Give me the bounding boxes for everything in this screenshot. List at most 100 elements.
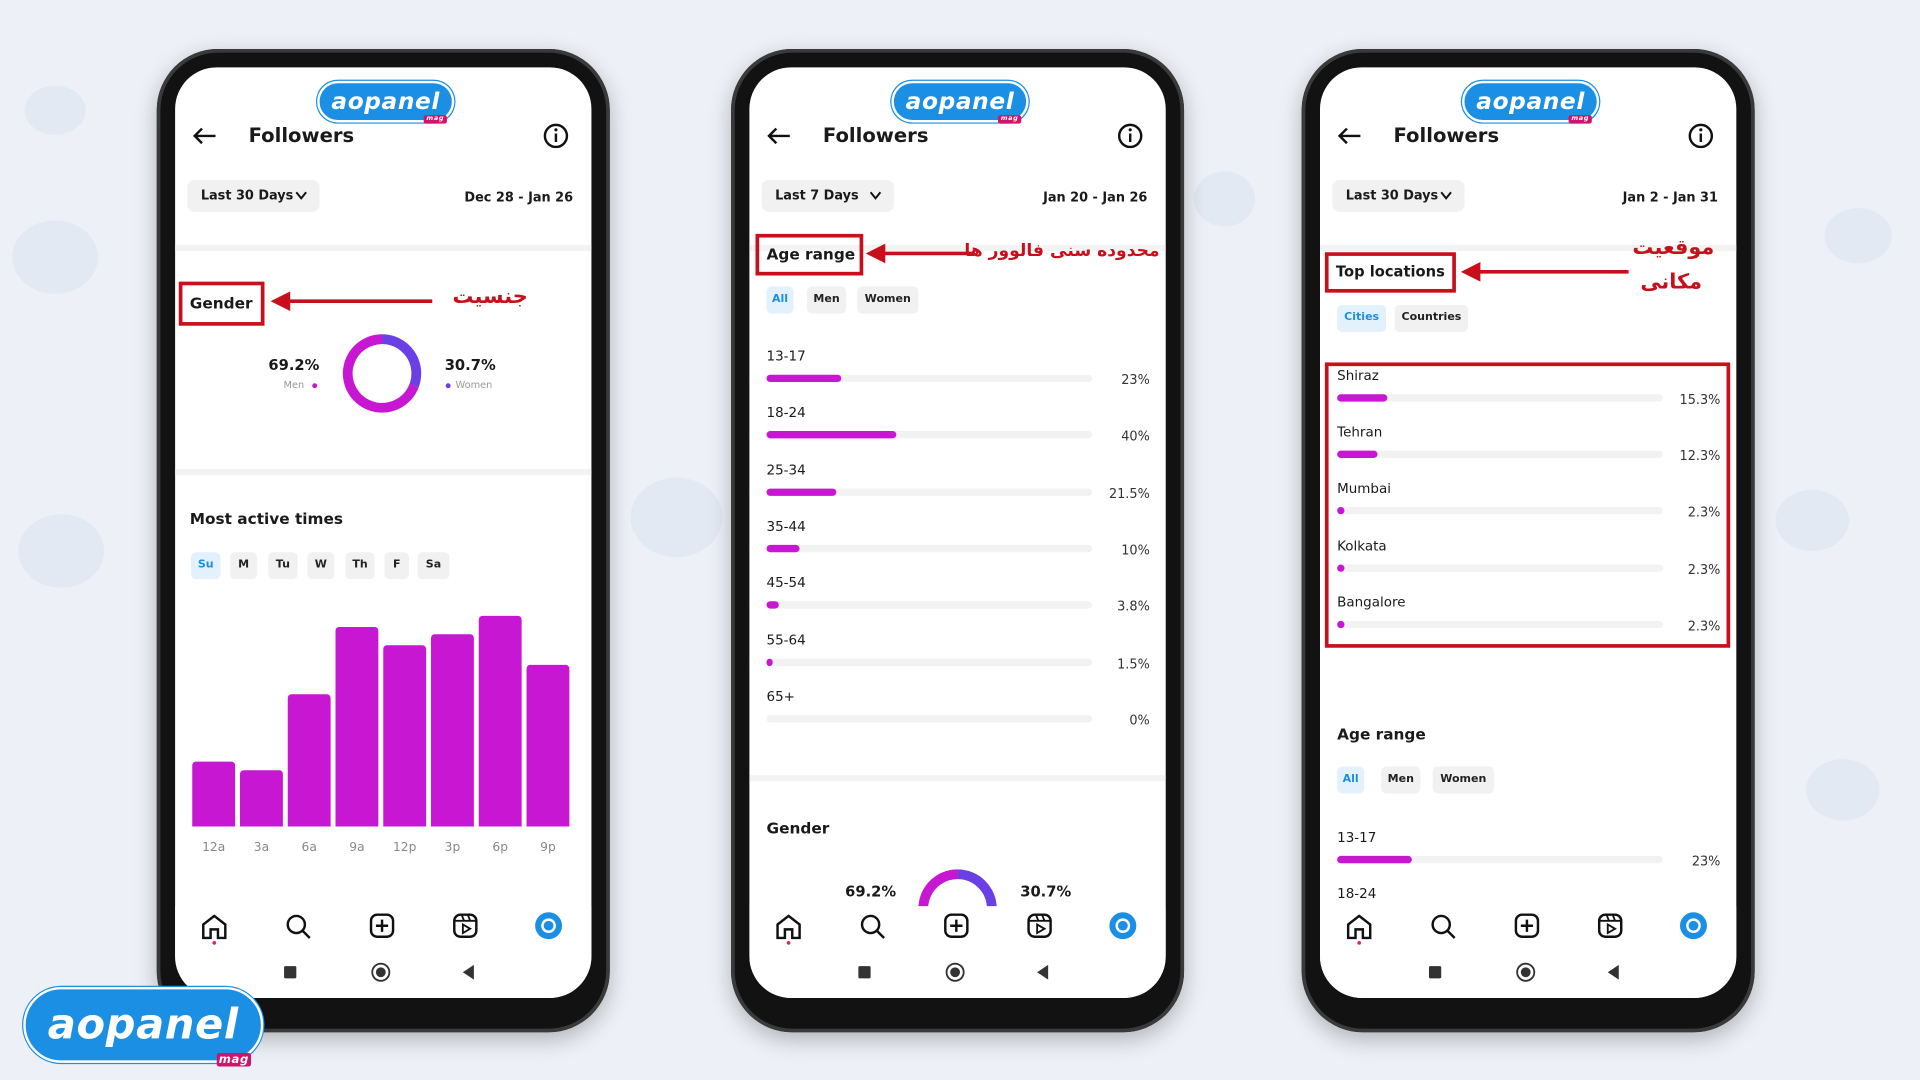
nav-home[interactable] [202,914,227,945]
info-button[interactable] [542,122,569,149]
bar [1337,507,1345,515]
annotation-arrow-head [270,291,291,312]
annotation-box [1324,362,1731,648]
brand-logo: aopanel mag [23,986,264,1067]
chevron [869,191,882,200]
row-label: 65+ [766,688,795,705]
nav-home[interactable] [776,914,801,945]
info-button[interactable] [1687,122,1714,149]
nav-profile[interactable] [535,912,563,940]
profile-core [1117,920,1128,931]
system-recents[interactable] [858,966,871,979]
back-button[interactable] [765,126,792,146]
nav-profile[interactable] [1680,912,1707,940]
period-label: Last 30 Days [200,188,294,203]
annotation-text: مکانی [1640,270,1703,295]
period-label: Last 30 Days [1345,188,1439,203]
system-back[interactable] [462,964,474,980]
period-selector[interactable]: Last 30 Days [187,180,320,212]
men-value: 69.2% [845,882,897,900]
brand-name: aopanel [331,88,441,116]
row-value: 15.3% [1679,392,1721,408]
day-tab[interactable]: M [230,552,258,580]
men-dot [312,383,318,389]
women-value: 30.7% [1020,882,1072,900]
filter-tab-label: All [1342,773,1359,786]
info-circle [1117,123,1143,149]
annotation-arrow-head [1460,262,1481,282]
system-back[interactable] [1607,964,1619,980]
reels-icon [1027,913,1052,938]
period-chevron [1440,191,1452,200]
filter-tab[interactable]: Women [857,286,919,314]
back-button[interactable] [1336,126,1363,146]
brand-name: aopanel [47,1000,239,1050]
phone: aopanel mag Followers Last 30 Days Dec 28 - … [156,48,610,1033]
period-selector[interactable]: Last 7 Days [761,180,894,212]
day-tab[interactable]: Tu [268,552,298,580]
nav-create[interactable] [369,913,395,938]
home-icon [776,914,801,940]
day-tab[interactable]: Su [191,552,221,580]
nav-create[interactable] [1514,913,1540,938]
day-tab[interactable]: Th [345,552,375,580]
nav-reels[interactable] [453,913,478,938]
day-tab[interactable]: F [384,552,409,580]
row-value: 21.5% [1108,486,1150,502]
period-selector[interactable]: Last 30 Days [1332,180,1465,212]
filter-tab[interactable]: All [766,286,794,314]
bar [766,544,800,553]
system-recents[interactable] [1428,966,1442,979]
system-home[interactable] [371,962,391,982]
row-label: 13-17 [766,348,806,365]
system-back[interactable] [1037,964,1049,980]
filter-tab[interactable]: Women [1432,766,1494,794]
bar-track [1337,620,1663,628]
nav-search[interactable] [860,914,885,939]
bar-track [1337,507,1663,515]
back-arrow [192,127,216,145]
day-tab-label: Th [352,558,368,572]
filter-tab[interactable]: Countries [1394,304,1469,332]
filter-tab-label: Men [813,293,840,306]
row-value: 0% [1129,713,1150,729]
search-handle [301,929,311,939]
hour-label: 3p [444,841,461,855]
day-tab[interactable]: W [307,552,335,580]
row-value: 2.3% [1687,562,1721,578]
section-heading: Most active times [189,509,343,528]
bar [1337,855,1413,864]
create-plus [1520,919,1534,932]
filter-tab[interactable]: All [1337,766,1365,794]
system-home[interactable] [1516,962,1536,982]
nav-search[interactable] [1431,914,1456,939]
search-handle [1446,929,1456,939]
profile-core [543,920,554,931]
info-circle [1688,123,1714,149]
nav-profile[interactable] [1109,912,1137,940]
nav-reels[interactable] [1027,913,1052,938]
nav-home[interactable] [1346,914,1372,945]
filter-tab[interactable]: Cities [1337,304,1387,332]
hour-label: 9p [540,841,556,855]
men-value: 69.2% [268,356,320,374]
row-value: 40% [1121,429,1150,445]
nav-search[interactable] [286,914,311,939]
info-button[interactable] [1117,122,1144,149]
filter-tab[interactable]: Men [806,286,847,314]
day-tab[interactable]: Sa [417,552,450,580]
nav-create[interactable] [944,913,969,938]
filter-tab[interactable]: Men [1381,766,1421,794]
brand-tag: mag [423,114,447,124]
reels-play [1028,914,1051,935]
nav-reels[interactable] [1597,913,1623,938]
system-recents[interactable] [284,966,297,979]
bar [766,601,779,609]
brand-logo: aopanel mag [317,80,455,124]
bar-track [766,431,1093,439]
bar-track [766,374,1093,383]
back-button[interactable] [191,126,218,146]
create-icon [1514,913,1540,938]
system-home[interactable] [945,962,965,982]
